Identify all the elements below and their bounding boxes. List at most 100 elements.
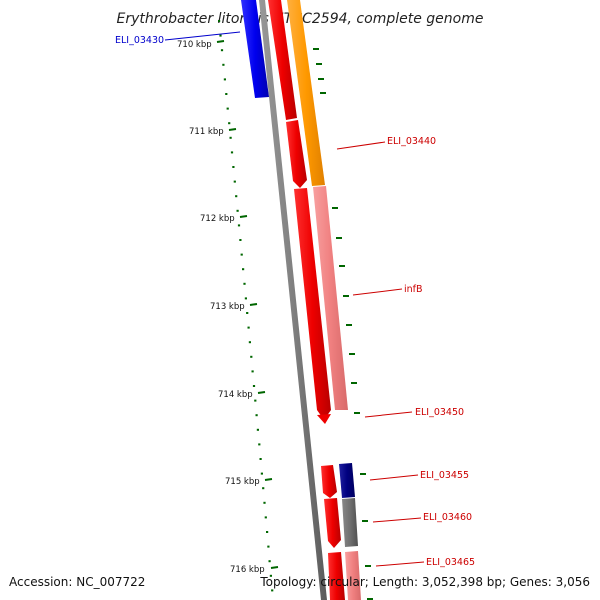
- ruler-dot: [256, 428, 259, 431]
- cds-red-arrow[interactable]: [317, 414, 331, 424]
- ruler-dot: [240, 253, 243, 256]
- ruler-dot: [242, 268, 245, 271]
- leader-infb: [352, 288, 403, 296]
- ruler-dot: [258, 443, 261, 446]
- outer-track-mark: [360, 473, 366, 475]
- genome-backbone: [259, 0, 327, 600]
- ruler-dot: [225, 93, 228, 95]
- ruler-dot: [239, 239, 242, 241]
- ruler-dot: [254, 399, 257, 402]
- outer-track-mark: [349, 353, 355, 355]
- ruler-dot: [219, 34, 222, 37]
- ruler-dot: [235, 195, 238, 198]
- cds-eli-03430[interactable]: [241, 0, 269, 98]
- ruler-ticks: 710 kbp 711 kbp 712 kbp 713 kbp 714 kbp …: [177, 40, 279, 575]
- ruler-dot: [220, 49, 224, 52]
- tick-label-713: 713 kbp: [210, 302, 245, 312]
- cds-red-1[interactable]: [268, 0, 297, 120]
- tick-label-710: 710 kbp: [177, 40, 212, 50]
- ruler-dot: [243, 282, 246, 285]
- ruler-dot: [229, 136, 232, 139]
- cds-eli-03455[interactable]: [339, 463, 355, 498]
- ruler-dot: [223, 78, 226, 81]
- label-eli-03460[interactable]: ELI_03460: [423, 512, 472, 523]
- ruler-dot: [252, 385, 256, 387]
- ruler-dot: [218, 20, 221, 22]
- ruler-dot: [263, 501, 266, 504]
- cds-red-2[interactable]: [286, 120, 307, 188]
- ruler-dot: [271, 589, 274, 592]
- leader-eli-03450: [364, 411, 413, 418]
- outer-track-mark: [367, 598, 373, 600]
- outer-track-mark: [365, 565, 371, 567]
- outer-track-mark: [343, 295, 349, 297]
- outer-track-mark: [354, 412, 360, 414]
- leader-eli-03455: [369, 474, 419, 481]
- ruler-dot: [222, 63, 225, 66]
- tick-label-716: 716 kbp: [230, 565, 265, 575]
- outer-track-mark: [332, 207, 338, 209]
- label-eli-03465[interactable]: ELI_03465: [426, 557, 475, 568]
- ruler-dot: [237, 224, 241, 227]
- ruler-dot: [246, 312, 249, 314]
- ruler-dots: [218, 20, 373, 600]
- ruler-dot: [250, 355, 253, 358]
- ruler-dot: [251, 370, 254, 373]
- ruler-dot: [247, 326, 250, 329]
- cds-red-5[interactable]: [324, 498, 341, 548]
- accession-text: Accession: NC_007722: [9, 575, 145, 589]
- leader-eli-03440: [336, 141, 386, 150]
- outer-track-mark: [346, 324, 352, 326]
- outer-track-mark: [339, 265, 345, 267]
- ruler-dot: [244, 297, 247, 300]
- ruler-dot: [236, 209, 239, 212]
- ruler-dot: [268, 560, 271, 563]
- ruler-dot: [260, 472, 263, 475]
- outer-track-mark: [316, 63, 322, 65]
- ruler-dot: [233, 180, 236, 183]
- tick-mark: [270, 566, 279, 569]
- outer-track-mark: [313, 48, 319, 50]
- genome-summary-text: Topology: circular; Length: 3,052,398 bp…: [259, 575, 590, 589]
- ruler-dot: [248, 341, 251, 344]
- cds-eli-03465[interactable]: [345, 551, 361, 600]
- cds-red-3[interactable]: [294, 188, 331, 420]
- label-eli-03440[interactable]: ELI_03440: [387, 136, 436, 147]
- cds-eli-03460[interactable]: [342, 498, 358, 547]
- cds-red-4[interactable]: [321, 465, 337, 498]
- ruler-dot: [266, 531, 269, 533]
- tick-label-711: 711 kbp: [189, 127, 224, 137]
- ruler-dot: [228, 122, 231, 125]
- leader-eli-03460: [372, 517, 422, 523]
- outer-track-mark: [320, 92, 326, 94]
- tick-label-712: 712 kbp: [200, 214, 235, 224]
- outer-track-mark: [351, 382, 357, 384]
- leader-eli-03465: [375, 561, 425, 567]
- cds-eli-03440[interactable]: [287, 0, 325, 186]
- ruler-dot: [264, 516, 267, 519]
- cds-infb[interactable]: [313, 186, 348, 410]
- tick-mark: [264, 478, 273, 481]
- label-eli-03450[interactable]: ELI_03450: [415, 407, 464, 418]
- label-eli-03455[interactable]: ELI_03455: [420, 470, 469, 481]
- label-eli-03430[interactable]: ELI_03430: [115, 35, 164, 46]
- leader-eli-03430: [164, 31, 241, 41]
- ruler-dot: [267, 545, 270, 548]
- tick-label-715: 715 kbp: [225, 477, 260, 487]
- tick-mark: [239, 215, 248, 218]
- cds-red-6[interactable]: [328, 552, 345, 600]
- ruler-dot: [226, 107, 229, 110]
- ruler-dot: [259, 458, 262, 460]
- ruler-dot: [232, 166, 235, 168]
- tick-mark: [249, 303, 258, 306]
- outer-track-mark: [362, 520, 368, 522]
- label-infb[interactable]: infB: [404, 284, 423, 295]
- tick-mark: [228, 128, 237, 131]
- outer-track-mark: [318, 78, 324, 80]
- tick-label-714: 714 kbp: [218, 390, 253, 400]
- ruler-dot: [269, 574, 272, 577]
- ruler-dot: [230, 151, 234, 154]
- tick-mark: [257, 391, 266, 394]
